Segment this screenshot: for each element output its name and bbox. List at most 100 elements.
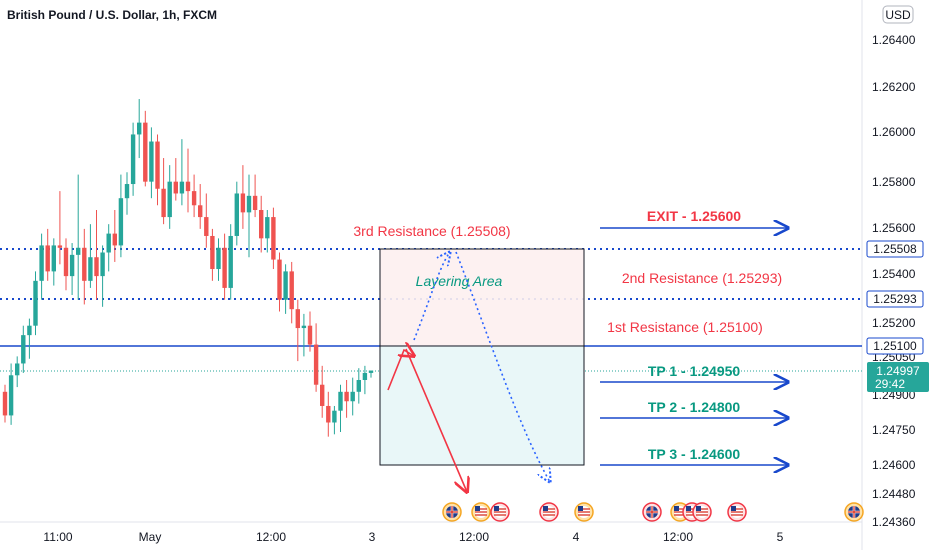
price-tick-label: 1.24750	[872, 423, 916, 437]
candle	[338, 384, 343, 432]
arrow-red-down	[405, 348, 467, 492]
candle	[283, 264, 288, 314]
price-label-current: 1.24997 29:42	[867, 362, 929, 392]
candle	[118, 174, 124, 258]
candle	[240, 165, 246, 229]
flag-uk-icon[interactable]	[442, 502, 462, 522]
price-tick-label: 1.24600	[872, 458, 916, 472]
candle	[155, 134, 160, 206]
annotation-r3: 3rd Resistance (1.25508)	[353, 223, 510, 239]
candle	[295, 299, 300, 362]
candle	[265, 210, 270, 253]
time-tick-label: 5	[777, 530, 784, 544]
price-tick-label: 1.25800	[872, 175, 916, 189]
currency-badge[interactable]	[882, 5, 914, 24]
candle	[356, 368, 361, 404]
candle	[100, 245, 105, 307]
flag-us-icon[interactable]	[727, 502, 747, 522]
candle	[185, 148, 191, 213]
price-tick-label: 1.25200	[872, 316, 916, 330]
candle	[246, 174, 252, 258]
candle	[2, 384, 8, 423]
candle	[45, 228, 50, 281]
flag-us-icon[interactable]	[574, 502, 594, 522]
candle	[69, 243, 75, 295]
price-tick-label: 1.24360	[872, 515, 916, 529]
candle	[277, 252, 282, 312]
candle	[368, 370, 374, 378]
price-tick-label: 1.25600	[872, 221, 916, 235]
candles	[2, 99, 374, 437]
time-tick-label: 4	[573, 530, 580, 544]
candle	[15, 356, 20, 388]
event-flags	[442, 502, 864, 522]
layering-zone-lower	[379, 345, 585, 466]
annotation-layering: Layering Area	[416, 273, 503, 289]
candle	[82, 228, 87, 305]
flag-us-icon[interactable]	[539, 502, 559, 522]
candle	[124, 172, 130, 215]
time-tick-label: 3	[369, 530, 376, 544]
svg-text:1.25508: 1.25508	[873, 242, 917, 256]
flag-us-icon[interactable]	[692, 502, 712, 522]
candle	[259, 195, 264, 253]
candle	[344, 380, 349, 418]
candle	[179, 139, 185, 206]
dotted-path-down	[455, 251, 550, 482]
price-label-r1: 1.25100	[866, 337, 924, 355]
candle	[76, 174, 81, 300]
time-tick-label: 12:00	[663, 530, 693, 544]
candle	[8, 363, 14, 425]
candle	[271, 207, 276, 270]
time-tick-label: 12:00	[256, 530, 286, 544]
chart-title: British Pound / U.S. Dollar, 1h, FXCM	[7, 8, 217, 22]
annotation-r2: 2nd Resistance (1.25293)	[622, 270, 782, 286]
candle	[350, 377, 355, 416]
price-tick-label: 1.24480	[872, 487, 916, 501]
candle	[161, 158, 166, 225]
candle	[222, 233, 227, 300]
flag-us-icon[interactable]	[490, 502, 510, 522]
candle	[33, 271, 38, 336]
price-tick-label: 1.26200	[872, 80, 916, 94]
price-axis: 1.26400 1.26200 1.26000 1.25800 1.25600 1.254…	[872, 33, 916, 529]
candle	[289, 261, 294, 324]
svg-text:1.25293: 1.25293	[873, 292, 917, 306]
candle	[51, 238, 56, 286]
annotation-tp1: TP 1 - 1.24950	[648, 363, 741, 379]
candle	[27, 318, 32, 359]
bar-countdown: 29:42	[875, 377, 905, 391]
svg-text:1.24997: 1.24997	[876, 364, 920, 378]
candle	[167, 165, 172, 229]
time-tick-label: 12:00	[459, 530, 489, 544]
candle	[94, 210, 99, 300]
annotation-r1: 1st Resistance (1.25100)	[607, 319, 763, 335]
time-axis: 11:00 May 12:00 3 12:00 4 12:00 5	[43, 530, 783, 544]
candle	[130, 122, 136, 196]
candle	[210, 228, 215, 281]
currency-label: USD	[885, 8, 911, 22]
candle	[228, 224, 233, 300]
price-tick-label: 1.25400	[872, 267, 916, 281]
candle	[326, 391, 331, 437]
flag-uk-icon[interactable]	[844, 502, 864, 522]
flag-us-icon[interactable]	[471, 502, 491, 522]
candle	[216, 238, 221, 281]
layering-zone-upper	[379, 248, 585, 347]
candle	[149, 127, 154, 199]
candle	[63, 238, 69, 291]
candle	[362, 365, 368, 395]
time-tick-label: May	[139, 530, 162, 544]
candle	[252, 174, 258, 218]
candle	[57, 191, 63, 265]
candle	[301, 313, 307, 357]
flag-uk-icon[interactable]	[642, 502, 662, 522]
candle	[106, 224, 111, 272]
price-tick-label: 1.26000	[872, 125, 916, 139]
annotation-exit: EXIT - 1.25600	[647, 208, 741, 224]
candle	[313, 323, 319, 392]
candle	[332, 405, 337, 435]
svg-text:1.25100: 1.25100	[873, 339, 917, 353]
candle	[137, 99, 142, 159]
candle	[112, 210, 117, 262]
